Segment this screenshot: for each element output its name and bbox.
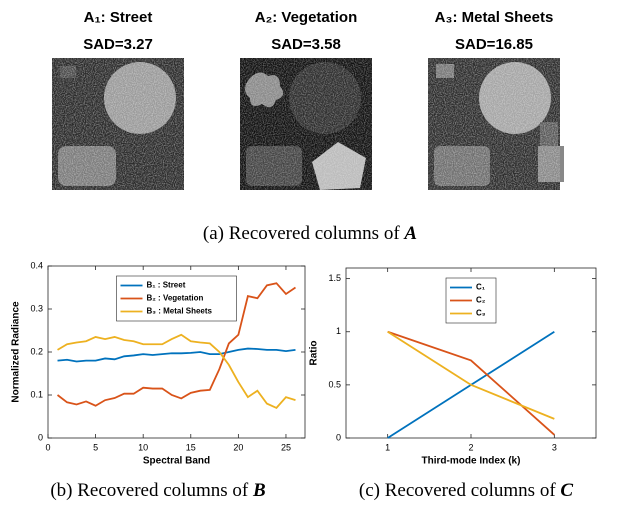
series-line [387,330,555,436]
x-tick-label: 2 [468,442,473,452]
caption-text: (a) Recovered columns of [203,223,400,244]
x-tick-label: 10 [138,442,148,452]
y-axis-label: Ratio [309,341,320,366]
series-line [57,347,296,363]
y-tick-label: 1.5 [328,273,341,283]
y-tick-label: 0.1 [30,389,43,399]
caption: (b) Recovered columns of B [50,480,265,501]
x-tick-label: 20 [233,442,243,452]
series-line [56,282,296,407]
legend-label: C₁ [476,283,486,292]
series-line [387,330,555,420]
image-title: A₃: Metal Sheets [435,9,554,26]
y-tick-label: 0 [336,432,341,442]
legend-label: C₂ [476,296,486,305]
image-sad: SAD=16.85 [455,36,533,53]
x-tick-label: 0 [45,442,50,452]
y-tick-label: 0.4 [30,260,43,270]
caption: (c) Recovered columns of C [359,480,574,501]
y-tick-label: 0 [38,432,43,442]
caption-symbol: C [560,480,573,501]
image-title: A₁: Street [84,9,153,26]
x-tick-label: 3 [552,442,557,452]
legend-label: B₂ : Vegetation [147,294,204,303]
x-tick-label: 1 [385,442,390,452]
image-title: A₂: Vegetation [255,9,358,26]
x-axis-label: Third-mode Index (k) [422,456,521,467]
y-axis-label: Normalized Radiance [11,301,22,403]
y-tick-label: 1 [336,326,341,336]
image-sad: SAD=3.58 [271,36,341,53]
x-tick-label: 15 [186,442,196,452]
x-axis-label: Spectral Band [143,456,210,467]
legend-label: B₁ : Street [147,281,186,290]
caption-text: (b) Recovered columns of [50,480,249,501]
legend-label: B₃ : Metal Sheets [147,307,213,316]
caption-symbol: A [403,223,417,244]
image-sad: SAD=3.27 [83,36,153,53]
legend-label: C₃ [476,309,486,318]
caption-symbol: B [252,480,266,501]
caption: (a) Recovered columns of A [203,223,417,244]
image-3 [428,58,564,190]
x-tick-label: 25 [281,442,291,452]
y-tick-label: 0.2 [30,346,43,356]
y-tick-label: 0.5 [328,379,341,389]
image-1 [52,58,184,190]
y-tick-label: 0.3 [30,303,43,313]
x-tick-label: 5 [93,442,98,452]
image-2 [240,58,372,190]
caption-text: (c) Recovered columns of [359,480,556,501]
series-line [57,333,296,409]
